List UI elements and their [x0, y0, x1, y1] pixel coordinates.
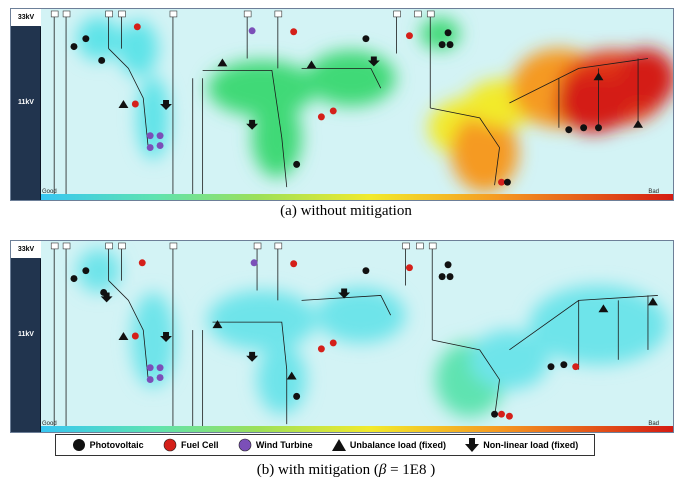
heat-regions-b [76, 248, 668, 418]
feeder-tags-b [50, 242, 437, 250]
scale-good-label-b: Good [42, 421, 57, 427]
legend-item-wind-turbine: Wind Turbine [238, 438, 313, 452]
device-legend: Photovoltaic Fuel Cell Wind Turbine Unba… [55, 434, 595, 456]
voltage-33kv-label: 33kV [11, 9, 41, 27]
beta-symbol: β [378, 462, 387, 478]
scale-good-label-a: Good [42, 189, 57, 195]
red-circle-icon [163, 438, 177, 452]
voltage-column: 33kV 11kV [11, 9, 41, 200]
legend-label: Unbalance load (fixed) [349, 440, 446, 450]
device-markers-a [70, 23, 644, 186]
voltage-11kv-label: 11kV [18, 331, 34, 338]
quality-scale-bar-a [41, 194, 673, 200]
network-heatmap-a [50, 10, 673, 200]
caption-without-mitigation: (a) without mitigation [280, 203, 412, 219]
quality-scale-bar-b [41, 426, 673, 432]
black-circle-icon [72, 439, 85, 451]
legend-label: Photovoltaic [89, 440, 144, 450]
feeder-lines-a [53, 16, 649, 200]
scale-bad-label-a: Bad [648, 189, 659, 195]
voltage-33kv-label: 33kV [11, 241, 41, 259]
black-down-arrow-icon [465, 438, 480, 452]
voltage-column: 33kV 11kV [11, 241, 41, 432]
caption-prefix: (b) with mitigation ( [256, 462, 379, 478]
legend-label: Non-linear load (fixed) [483, 440, 579, 450]
purple-circle-icon [238, 438, 252, 452]
network-map-without-mitigation: 33kV 11kV [10, 8, 674, 201]
scale-bad-label-b: Bad [648, 421, 659, 427]
legend-item-photovoltaic: Photovoltaic [72, 438, 144, 452]
legend-label: Fuel Cell [181, 440, 219, 450]
network-heatmap-b [50, 242, 668, 432]
voltage-11kv-label: 11kV [18, 99, 34, 106]
network-map-with-mitigation: 33kV 11kV [10, 240, 674, 433]
black-triangle-icon [331, 439, 346, 451]
legend-item-non-linear-load: Non-linear load (fixed) [465, 438, 578, 452]
caption-with-mitigation: (b) with mitigation (β = 1E8 ) [0, 462, 692, 479]
legend-item-fuel-cell: Fuel Cell [163, 438, 219, 452]
caption-suffix: = 1E8 ) [386, 462, 436, 478]
feeder-tags-a [50, 10, 435, 18]
legend-label: Wind Turbine [255, 440, 313, 450]
feeder-lines-b [53, 248, 658, 432]
legend-item-unbalance-load: Unbalance load (fixed) [331, 438, 446, 452]
